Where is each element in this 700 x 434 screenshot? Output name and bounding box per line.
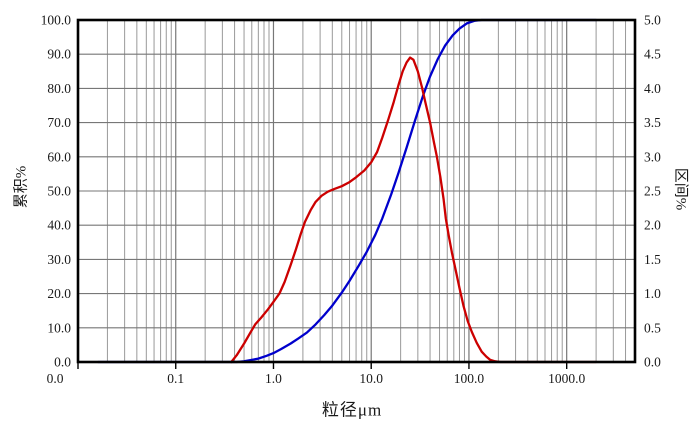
y-left-tick-label: 70.0 [47,115,71,130]
y-left-tick-label: 10.0 [47,320,71,335]
y-left-tick-label: 80.0 [47,81,71,96]
y-left-tick-label: 30.0 [47,252,71,267]
y-right-tick-label: 4.0 [644,81,661,96]
x-tick-label: 1.0 [265,371,282,386]
y-left-tick-label: 90.0 [47,47,71,62]
y-left-tick-label: 60.0 [47,149,71,164]
y-right-tick-label: 0.0 [644,355,661,370]
y-axis-right-label: 区间% [672,167,689,211]
x-tick-label: 0.0 [47,371,64,386]
y-left-tick-label: 40.0 [47,218,71,233]
interval-percent-curve [230,56,598,364]
y-right-tick-label: 5.0 [644,13,661,28]
y-left-tick-label: 50.0 [47,184,71,199]
x-tick-label: 100.0 [454,371,485,386]
y-right-tick-label: 3.5 [644,115,661,130]
x-tick-label: 0.1 [167,371,184,386]
y-left-tick-label: 100.0 [41,13,72,28]
plot-border [76,18,637,364]
x-tick-label: 10.0 [359,371,383,386]
x-tick-label: 1000.0 [548,371,585,386]
y-left-tick-label: 20.0 [47,286,71,301]
y-right-tick-label: 4.5 [644,47,661,62]
cumulative-percent-curve [96,18,598,364]
x-axis-label: 粒径μm [321,400,383,420]
y-right-tick-label: 1.0 [644,286,661,301]
y-right-tick-label: 1.5 [644,252,661,267]
y-right-tick-label: 0.5 [644,320,661,335]
y-left-tick-label: 0.0 [54,355,71,370]
y-axis-left-label: 累积% [13,165,30,209]
y-right-tick-label: 2.0 [644,218,661,233]
y-right-tick-label: 2.5 [644,184,661,199]
y-right-tick-label: 3.0 [644,149,661,164]
